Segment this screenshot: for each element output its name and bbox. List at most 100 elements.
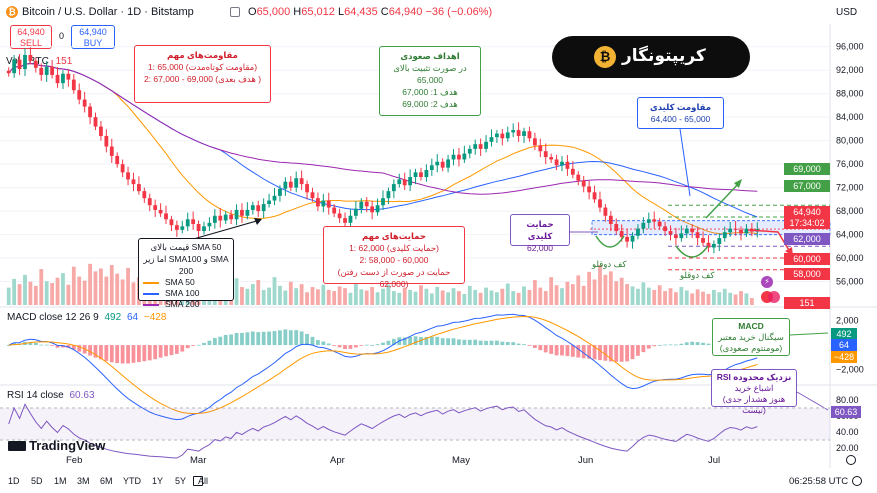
macd-histogram-bar bbox=[278, 330, 282, 346]
candle-body bbox=[50, 66, 55, 75]
volume-bar bbox=[50, 282, 55, 305]
price-axis-label: 69,000 bbox=[784, 163, 830, 175]
buy-button[interactable]: 64,940 BUY bbox=[71, 25, 115, 49]
price-axis-label: 151 bbox=[784, 297, 830, 309]
candle-body bbox=[326, 200, 331, 208]
volume-bar bbox=[131, 282, 136, 305]
tradingview-logo[interactable]: TradingView bbox=[8, 438, 105, 454]
currency-selector[interactable]: USD bbox=[836, 7, 858, 18]
calendar-icon[interactable] bbox=[193, 476, 203, 486]
volume-bar bbox=[82, 280, 87, 305]
macd-histogram-bar bbox=[435, 336, 440, 346]
volume-bar bbox=[435, 287, 440, 305]
volume-bar bbox=[603, 274, 608, 305]
volume-bar bbox=[381, 288, 385, 305]
volume-bar bbox=[120, 279, 125, 305]
macd-histogram-bar bbox=[706, 343, 711, 346]
timeframe-button[interactable]: 5D bbox=[31, 476, 43, 486]
price-tick-label: 88,000 bbox=[836, 89, 864, 99]
candle-body bbox=[55, 74, 60, 84]
macd-histogram-bar bbox=[565, 345, 570, 357]
candle-body bbox=[408, 177, 413, 186]
rsi-legend[interactable]: RSI 14 close 60.63 bbox=[7, 390, 95, 401]
connector-line bbox=[679, 128, 691, 197]
macd-legend[interactable]: MACD close 12 26 9 492 64 −428 bbox=[7, 312, 166, 323]
timeframe-button[interactable]: 1D bbox=[8, 476, 20, 486]
candle-body bbox=[478, 144, 483, 149]
volume-bar bbox=[245, 288, 250, 305]
volume-bar bbox=[695, 289, 700, 305]
symbol-title[interactable]: Bitcoin / U.S. Dollar · 1D · Bitstamp bbox=[22, 6, 194, 18]
bearish-arrow bbox=[747, 229, 791, 253]
macd-histogram-bar bbox=[202, 342, 206, 346]
timeframe-button[interactable]: 1M bbox=[54, 476, 67, 486]
gear-icon[interactable] bbox=[852, 476, 862, 486]
macd-histogram-bar bbox=[250, 331, 255, 346]
timeframe-button[interactable]: 5Y bbox=[175, 476, 187, 486]
sma-legend-swatch bbox=[143, 303, 159, 306]
volume-bar bbox=[370, 287, 375, 305]
macd-histogram-bar bbox=[305, 333, 309, 346]
timeframe-button[interactable]: 3M bbox=[77, 476, 90, 486]
candle-body bbox=[467, 148, 472, 154]
candle-body bbox=[82, 99, 87, 107]
macd-histogram-bar bbox=[196, 344, 201, 346]
candle-body bbox=[695, 232, 700, 239]
candle-body bbox=[684, 228, 689, 234]
candle-body bbox=[229, 214, 234, 220]
macd-histogram-bar bbox=[142, 345, 147, 362]
timeframe-button[interactable]: 1Y bbox=[152, 476, 164, 486]
flag-icon-2[interactable] bbox=[768, 291, 780, 303]
volume-bar bbox=[332, 291, 337, 305]
macd-histogram-bar bbox=[532, 345, 537, 348]
candle-body bbox=[23, 54, 27, 70]
candle-body bbox=[711, 243, 716, 248]
candle-body bbox=[457, 154, 461, 160]
macd-histogram-bar bbox=[630, 345, 635, 360]
candle-body bbox=[625, 236, 629, 242]
macd-histogram-bar bbox=[55, 345, 60, 348]
settings-icon[interactable] bbox=[846, 455, 856, 465]
macd-histogram-bar bbox=[495, 340, 499, 346]
macd-histogram-bar bbox=[77, 345, 82, 352]
volume-bar bbox=[478, 292, 483, 305]
macd-histogram-bar bbox=[6, 345, 11, 346]
candle-body bbox=[142, 191, 147, 199]
utc-clock[interactable]: 06:25:58 UTC bbox=[789, 476, 849, 487]
price-tick-label: 80,000 bbox=[836, 136, 864, 146]
macd-histogram-bar bbox=[646, 345, 651, 349]
volume-legend-label: Vol · BTC bbox=[6, 56, 49, 67]
volume-bar bbox=[283, 290, 288, 305]
price-axis-label: 62,000 bbox=[784, 233, 830, 245]
price-axis-label: 60,000 bbox=[784, 253, 830, 265]
macd-histogram-bar bbox=[288, 330, 293, 346]
volume-bar bbox=[6, 287, 11, 305]
volume-bar bbox=[668, 288, 673, 305]
time-axis-label: Mar bbox=[190, 455, 207, 466]
timeframe-button[interactable]: YTD bbox=[123, 476, 141, 486]
sell-price: 64,940 bbox=[17, 27, 45, 37]
candle-body bbox=[180, 226, 185, 230]
macd-axis-label: 492 bbox=[831, 328, 857, 340]
connector-line bbox=[789, 332, 829, 336]
candle-body bbox=[137, 184, 141, 192]
time-axis[interactable]: Feb Mar Apr May Jun Jul bbox=[0, 454, 830, 468]
macd-legend-v1: 492 bbox=[104, 312, 122, 323]
timeframe-button[interactable]: All bbox=[198, 476, 209, 486]
candle-body bbox=[663, 226, 667, 232]
macd-histogram-bar bbox=[527, 345, 532, 346]
volume-bar bbox=[359, 289, 364, 305]
macd-histogram-bar bbox=[511, 342, 516, 346]
volume-bar bbox=[310, 287, 315, 305]
timeframe-button[interactable]: 6M bbox=[100, 476, 113, 486]
sell-button[interactable]: 64,940 SELL bbox=[10, 25, 52, 49]
macd-line bbox=[8, 313, 758, 421]
volume-bar bbox=[299, 284, 304, 305]
alert-icon[interactable]: ⚡ bbox=[761, 276, 773, 288]
eye-icon[interactable] bbox=[230, 7, 240, 17]
macd-histogram-bar bbox=[169, 345, 174, 356]
candle-body bbox=[131, 179, 136, 185]
candle-body bbox=[549, 157, 554, 160]
rsi-pane bbox=[0, 403, 830, 459]
